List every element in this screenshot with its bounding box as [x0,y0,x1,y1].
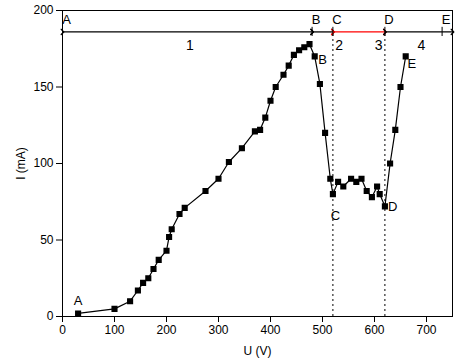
svg-text:E: E [442,12,451,27]
svg-text:300: 300 [208,323,228,337]
svg-text:600: 600 [364,323,384,337]
svg-text:500: 500 [312,323,332,337]
svg-text:400: 400 [260,323,280,337]
svg-text:200: 200 [33,3,53,17]
svg-text:100: 100 [33,156,53,170]
svg-text:50: 50 [40,233,54,247]
svg-text:C: C [331,208,340,223]
svg-text:100: 100 [104,323,124,337]
svg-text:700: 700 [416,323,436,337]
svg-text:2: 2 [335,37,343,53]
svg-text:3: 3 [375,37,383,53]
svg-text:4: 4 [417,37,425,53]
svg-text:150: 150 [33,80,53,94]
svg-text:1: 1 [186,37,194,53]
svg-text:B: B [312,12,321,27]
svg-text:B: B [318,52,327,67]
svg-text:E: E [408,56,417,71]
svg-text:0: 0 [59,323,66,337]
svg-text:D: D [384,12,393,27]
svg-text:I (mA): I (mA) [14,147,28,180]
svg-text:C: C [332,12,341,27]
svg-text:0: 0 [47,309,54,323]
svg-text:A: A [74,293,83,308]
svg-text:U (V): U (V) [244,344,272,358]
svg-text:200: 200 [156,323,176,337]
svg-text:D: D [388,199,397,214]
svg-text:A: A [62,12,71,27]
